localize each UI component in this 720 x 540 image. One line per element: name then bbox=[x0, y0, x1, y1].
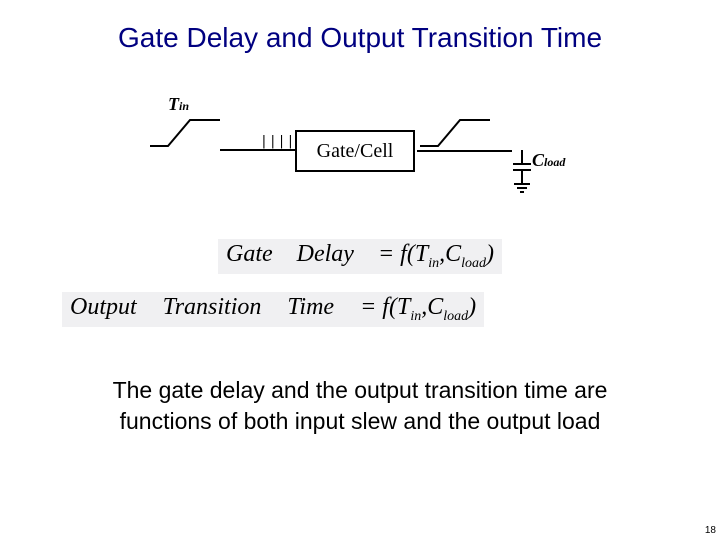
eq2-open: ( bbox=[389, 294, 397, 320]
eq1-a1s: in bbox=[428, 256, 439, 271]
eq1-f: f bbox=[400, 241, 407, 267]
body-line-1: The gate delay and the output transition… bbox=[113, 377, 608, 403]
eq1-a2s: load bbox=[461, 256, 486, 271]
eq2-a1: T bbox=[397, 294, 410, 320]
eq2-w1: Output bbox=[70, 294, 137, 320]
cload-label: Cload bbox=[532, 150, 565, 171]
page-title: Gate Delay and Output Transition Time bbox=[0, 0, 720, 54]
tin-sub: in bbox=[179, 99, 189, 113]
eq2-a2s: load bbox=[443, 309, 468, 324]
tin-main: T bbox=[168, 94, 179, 114]
eq1-w2: Delay bbox=[297, 241, 354, 267]
cload-main: C bbox=[532, 150, 544, 170]
eq2-a2: C bbox=[427, 294, 443, 320]
eq2-w3: Time bbox=[287, 294, 334, 320]
cload-sub: load bbox=[544, 155, 565, 169]
eq2-w2: Transition bbox=[163, 294, 262, 320]
equation-output-transition: OutputTransitionTime= f(Tin,Cload) bbox=[62, 292, 484, 327]
eq2-eq: = bbox=[360, 294, 376, 320]
gate-cell-box: Gate/Cell bbox=[295, 130, 415, 172]
page-number: 18 bbox=[705, 525, 716, 536]
eq1-a1: T bbox=[415, 241, 428, 267]
body-text: The gate delay and the output transition… bbox=[0, 375, 720, 437]
gate-diagram: Tin |||| Gate/Cell Cload bbox=[140, 94, 580, 214]
eq2-f: f bbox=[382, 294, 389, 320]
capacitor-icon bbox=[512, 150, 534, 198]
eq1-w1: Gate bbox=[226, 241, 273, 267]
eq1-eq: = bbox=[378, 241, 394, 267]
input-bus-line bbox=[220, 149, 295, 151]
eq1-a2: C bbox=[445, 241, 461, 267]
eq2-close: ) bbox=[468, 294, 476, 320]
eq1-open: ( bbox=[407, 241, 415, 267]
eq2-a1s: in bbox=[410, 309, 421, 324]
equation-gate-delay: GateDelay= f(Tin,Cload) bbox=[218, 239, 502, 274]
output-ramp-icon bbox=[420, 112, 500, 152]
body-line-2: functions of both input slew and the out… bbox=[120, 408, 601, 434]
eq1-close: ) bbox=[486, 241, 494, 267]
input-ramp-icon bbox=[150, 112, 230, 152]
bus-width-marks: |||| bbox=[260, 134, 295, 149]
